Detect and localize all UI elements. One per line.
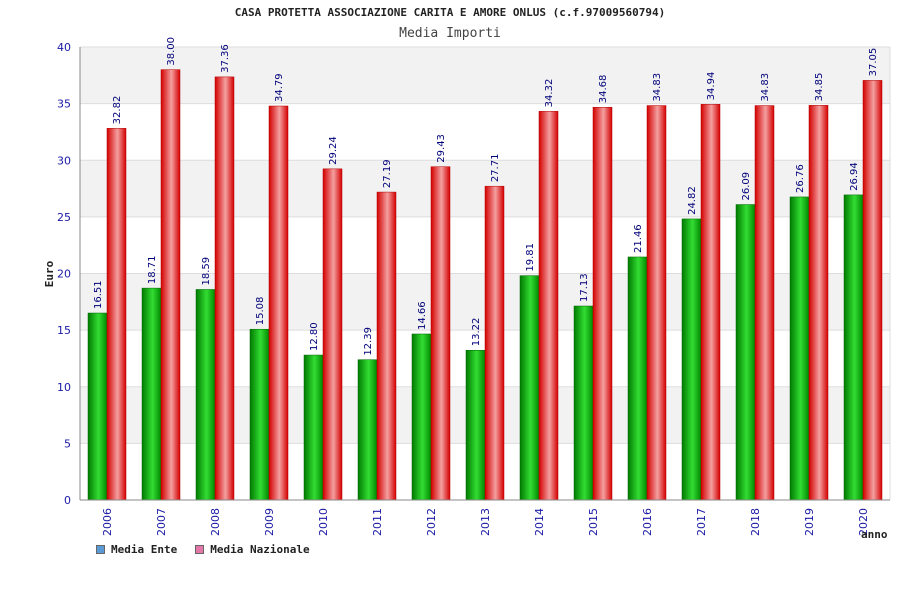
bar-nazionale [592, 106, 613, 501]
bar-ente [465, 350, 486, 501]
bar-nazionale [376, 191, 397, 501]
bar-ente [735, 204, 756, 501]
x-tick-label: 2015 [587, 508, 600, 536]
bar-nazionale [700, 104, 721, 501]
bars: 16.51 32.82 18.71 38.00 18.59 37.36 15.08 34.79… [87, 37, 883, 501]
x-tick-label: 2006 [101, 508, 114, 536]
bar-ente [573, 305, 594, 501]
bar-nazionale [538, 111, 559, 501]
data-label: 34.94 [706, 72, 717, 101]
x-tick-label: 2017 [695, 508, 708, 536]
y-tick-label: 15 [57, 324, 71, 337]
y-tick-label: 35 [57, 98, 71, 111]
x-axis-label: anno [861, 528, 888, 541]
data-label: 13.22 [471, 318, 482, 347]
bar-ente [627, 256, 648, 501]
y-tick-label: 10 [57, 381, 71, 394]
bar-ente [843, 194, 864, 501]
x-tick-label: 2020 [857, 508, 870, 536]
y-tick-label: 30 [57, 154, 71, 167]
data-label: 26.94 [849, 162, 860, 191]
y-tick-label: 0 [64, 494, 71, 507]
chart-subtitle: Media Importi [399, 26, 501, 41]
data-label: 34.32 [544, 79, 555, 108]
bar-nazionale [430, 166, 451, 501]
bar-nazionale [214, 76, 235, 501]
bar-ente [681, 218, 702, 501]
data-label: 26.09 [741, 172, 752, 201]
data-label: 17.13 [579, 273, 590, 302]
x-tick-label: 2007 [155, 508, 168, 536]
x-tick-label: 2010 [317, 508, 330, 536]
data-label: 32.82 [112, 96, 123, 125]
x-tick-label: 2013 [479, 508, 492, 536]
data-label: 34.79 [274, 73, 285, 102]
data-label: 16.51 [93, 280, 104, 309]
x-tick-label: 2014 [533, 508, 546, 536]
x-tick-label: 2016 [641, 508, 654, 536]
legend: Media Ente Media Nazionale [96, 543, 310, 556]
legend-label-ente: Media Ente [111, 543, 178, 556]
data-label: 29.43 [436, 134, 447, 163]
data-label: 29.24 [328, 136, 339, 165]
data-label: 15.08 [255, 297, 266, 326]
x-tick-label: 2009 [263, 508, 276, 536]
x-tick-label: 2011 [371, 508, 384, 536]
data-label: 14.66 [417, 301, 428, 330]
bar-ente [249, 328, 270, 501]
bar-nazionale [808, 105, 829, 501]
data-label: 37.36 [220, 44, 231, 73]
data-label: 12.39 [363, 327, 374, 356]
bar-ente [357, 359, 378, 501]
data-label: 21.46 [633, 224, 644, 253]
data-label: 24.82 [687, 186, 698, 215]
chart-title: CASA PROTETTA ASSOCIAZIONE CARITA E AMOR… [235, 6, 665, 19]
bar-nazionale [646, 105, 667, 501]
data-label: 34.83 [652, 73, 663, 102]
y-tick-label: 5 [64, 437, 71, 450]
bar-nazionale [484, 185, 505, 501]
bar-nazionale [862, 80, 883, 501]
x-axis-ticks: 2006 2007 2008 2009 2010 2011 2012 2013 2014 2015… [101, 508, 870, 536]
legend-swatch-nazionale [195, 545, 205, 554]
legend-label-nazionale: Media Nazionale [210, 543, 310, 556]
data-label: 27.19 [382, 159, 393, 188]
bar-ente [141, 287, 162, 501]
data-label: 37.05 [868, 48, 879, 77]
bar-ente [411, 333, 432, 501]
bar-nazionale [754, 105, 775, 501]
y-axis-label: Euro [43, 260, 56, 287]
x-tick-label: 2018 [749, 508, 762, 536]
y-tick-label: 40 [57, 41, 71, 54]
data-label: 19.81 [525, 243, 536, 272]
bar-ente [87, 312, 108, 501]
bar-ente [519, 275, 540, 501]
data-label: 18.71 [147, 255, 158, 284]
y-axis-ticks: 0 5 10 15 20 25 30 35 40 [57, 41, 71, 507]
x-tick-label: 2008 [209, 508, 222, 536]
bar-ente [789, 196, 810, 501]
data-label: 34.83 [760, 73, 771, 102]
x-tick-label: 2012 [425, 508, 438, 536]
data-label: 18.59 [201, 257, 212, 286]
bar-nazionale [160, 69, 181, 501]
x-tick-label: 2019 [803, 508, 816, 536]
legend-item-nazionale: Media Nazionale [195, 543, 310, 556]
legend-swatch-ente [96, 545, 105, 554]
data-label: 27.71 [490, 154, 501, 183]
y-tick-label: 20 [57, 268, 71, 281]
data-label: 34.68 [598, 75, 609, 104]
bar-ente [303, 354, 324, 501]
bar-ente [195, 289, 216, 501]
bar-nazionale [106, 128, 127, 501]
data-label: 38.00 [166, 37, 177, 66]
y-tick-label: 25 [57, 211, 71, 224]
data-label: 34.85 [814, 73, 825, 102]
bar-nazionale [268, 105, 289, 501]
data-label: 26.76 [795, 164, 806, 193]
bar-nazionale [322, 168, 343, 501]
legend-item-ente: Media Ente [96, 543, 177, 556]
data-label: 12.80 [309, 322, 320, 351]
